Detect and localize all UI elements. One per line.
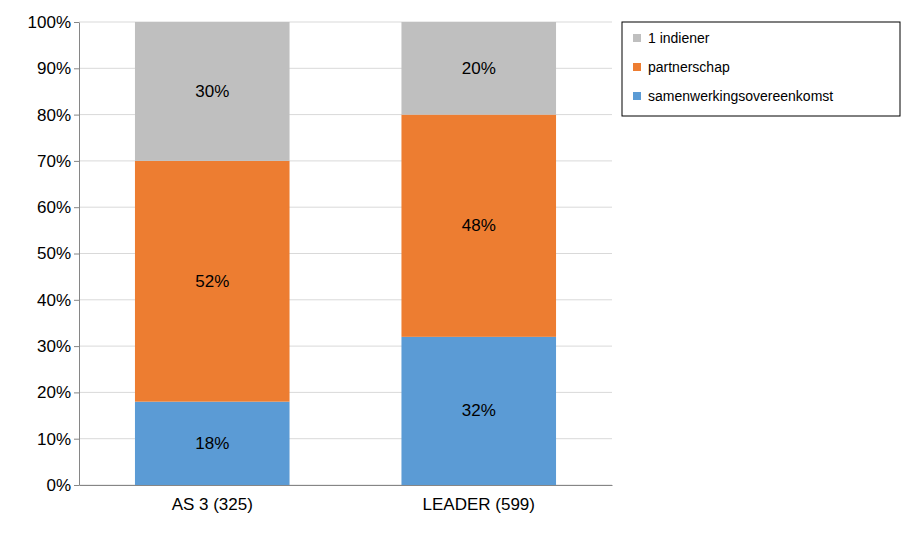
tick-mark — [74, 207, 79, 208]
tick-mark — [74, 115, 79, 116]
data-label: 32% — [462, 401, 496, 420]
tick-label: LEADER (599) — [423, 495, 535, 514]
tick-label: 80% — [37, 106, 71, 125]
legend-label: 1 indiener — [648, 30, 710, 46]
bar — [135, 402, 290, 485]
tick-mark — [74, 346, 79, 347]
tick: 80% — [37, 106, 79, 125]
tick: 30% — [37, 337, 79, 356]
axis-line — [80, 485, 613, 486]
tick: 90% — [37, 59, 79, 78]
legend-swatch — [633, 34, 641, 42]
tick-label: 60% — [37, 198, 71, 217]
legend: 1 indiener partnerschap samenwerkingsovere… — [622, 22, 900, 116]
tick-label: 90% — [37, 59, 71, 78]
tick: 10% — [37, 430, 79, 449]
y-axis: 0% 10% 20% 30% 40% 50% 60% 70% 80% 90% 100% — [28, 13, 80, 495]
tick: 100% — [28, 13, 79, 32]
data-label: 30% — [195, 82, 229, 101]
bar — [401, 22, 556, 115]
tick-label: 20% — [37, 383, 71, 402]
tick-label: 50% — [37, 244, 71, 263]
chart: 18% 32% 52% 48% 30% 20% 0% 10% 20% 30% 40% 50% 60% 70… — [0, 0, 913, 537]
tick-mark — [74, 68, 79, 69]
tick-mark — [74, 254, 79, 255]
bars — [135, 22, 556, 485]
tick-label: 30% — [37, 337, 71, 356]
bar — [401, 115, 556, 337]
bar — [401, 337, 556, 485]
bar — [135, 22, 290, 161]
bar — [135, 161, 290, 402]
tick-label: 70% — [37, 152, 71, 171]
series — [135, 22, 556, 161]
tick-mark — [74, 161, 79, 162]
tick-label: AS 3 (325) — [172, 495, 253, 514]
legend-label: samenwerkingsovereenkomst — [648, 88, 833, 104]
tick: 0% — [46, 476, 79, 495]
legend-label: partnerschap — [648, 59, 730, 75]
tick: LEADER (599) — [423, 485, 535, 514]
tick-mark — [74, 392, 79, 393]
data-label: 20% — [462, 59, 496, 78]
tick: AS 3 (325) — [172, 485, 253, 514]
tick: 20% — [37, 383, 79, 402]
tick: 50% — [37, 244, 79, 263]
data-label: 48% — [462, 216, 496, 235]
tick-label: 100% — [28, 13, 71, 32]
tick: 70% — [37, 152, 79, 171]
legend-swatch — [633, 92, 641, 100]
plot: 18% 32% 52% 48% 30% 20% 0% 10% 20% 30% 40% 50% 60% 70… — [28, 13, 613, 514]
x-axis: AS 3 (325) LEADER (599) — [80, 485, 613, 514]
tick: 60% — [37, 198, 79, 217]
legend-swatch — [633, 63, 641, 71]
tick-mark — [74, 22, 79, 23]
tick-mark — [74, 439, 79, 440]
legend-box — [622, 22, 900, 116]
tick-mark — [74, 485, 79, 486]
axis-line — [79, 23, 80, 486]
tick: 40% — [37, 291, 79, 310]
data-labels: 18% 32% 52% 48% 30% 20% — [195, 59, 496, 453]
data-label: 18% — [195, 434, 229, 453]
tick-label: 0% — [46, 476, 71, 495]
data-label: 52% — [195, 272, 229, 291]
grid — [79, 22, 612, 485]
tick-mark — [74, 300, 79, 301]
tick-label: 40% — [37, 291, 71, 310]
tick-label: 10% — [37, 430, 71, 449]
